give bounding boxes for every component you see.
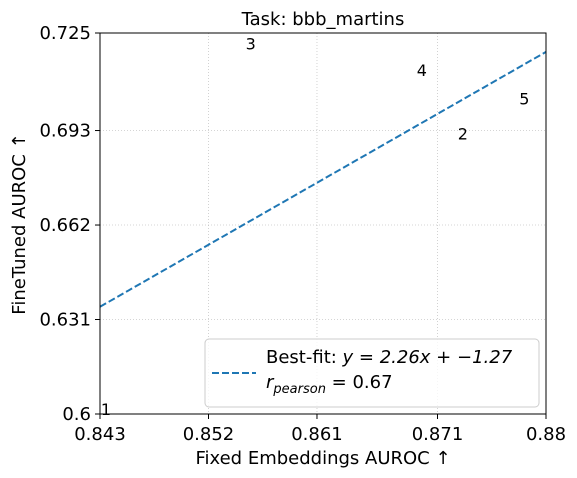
x-ticks: 0.843 0.852 0.861 0.871 0.88	[74, 414, 566, 445]
legend-pearson-sub: pearson	[272, 382, 326, 397]
legend-fit-prefix: Best-fit:	[266, 347, 343, 368]
point-labels: 1 2 3 4 5	[101, 34, 529, 418]
point-label-5: 5	[519, 89, 529, 108]
y-tick-label: 0.725	[39, 23, 91, 44]
legend-pearson-r: r	[266, 372, 275, 393]
x-axis-label: Fixed Embeddings AUROC ↑	[195, 448, 450, 469]
y-tick-label: 0.693	[39, 121, 91, 142]
legend-entry-fit: Best-fit: y = 2.26x + −1.27	[266, 347, 513, 368]
x-tick-label: 0.88	[526, 424, 566, 445]
point-label-3: 3	[246, 34, 256, 53]
point-label-2: 2	[458, 125, 468, 144]
x-tick-label: 0.852	[183, 424, 235, 445]
point-label-4: 4	[417, 61, 427, 80]
y-tick-label: 0.6	[62, 404, 91, 425]
x-tick-label: 0.871	[412, 424, 464, 445]
chart-title: Task: bbb_martins	[241, 9, 405, 30]
legend-entry-pearson: rpearson = 0.67	[266, 372, 393, 397]
plot-frame	[99, 32, 547, 415]
legend: Best-fit: y = 2.26x + −1.27 rpearson = 0…	[204, 338, 540, 408]
fit-line-group	[99, 51, 547, 308]
legend-box	[204, 338, 540, 408]
y-ticks: 0.6 0.631 0.662 0.693 0.725	[39, 23, 100, 425]
y-axis-label: FineTuned AUROC ↑	[9, 133, 30, 314]
x-tick-label: 0.861	[291, 424, 343, 445]
legend-pearson-value: = 0.67	[326, 372, 393, 393]
best-fit-line	[99, 51, 547, 308]
legend-fit-equation: y = 2.26x + −1.27	[342, 347, 513, 368]
x-tick-label: 0.843	[74, 424, 126, 445]
y-tick-label: 0.662	[39, 215, 91, 236]
point-label-1: 1	[101, 400, 111, 419]
y-tick-label: 0.631	[39, 310, 91, 331]
